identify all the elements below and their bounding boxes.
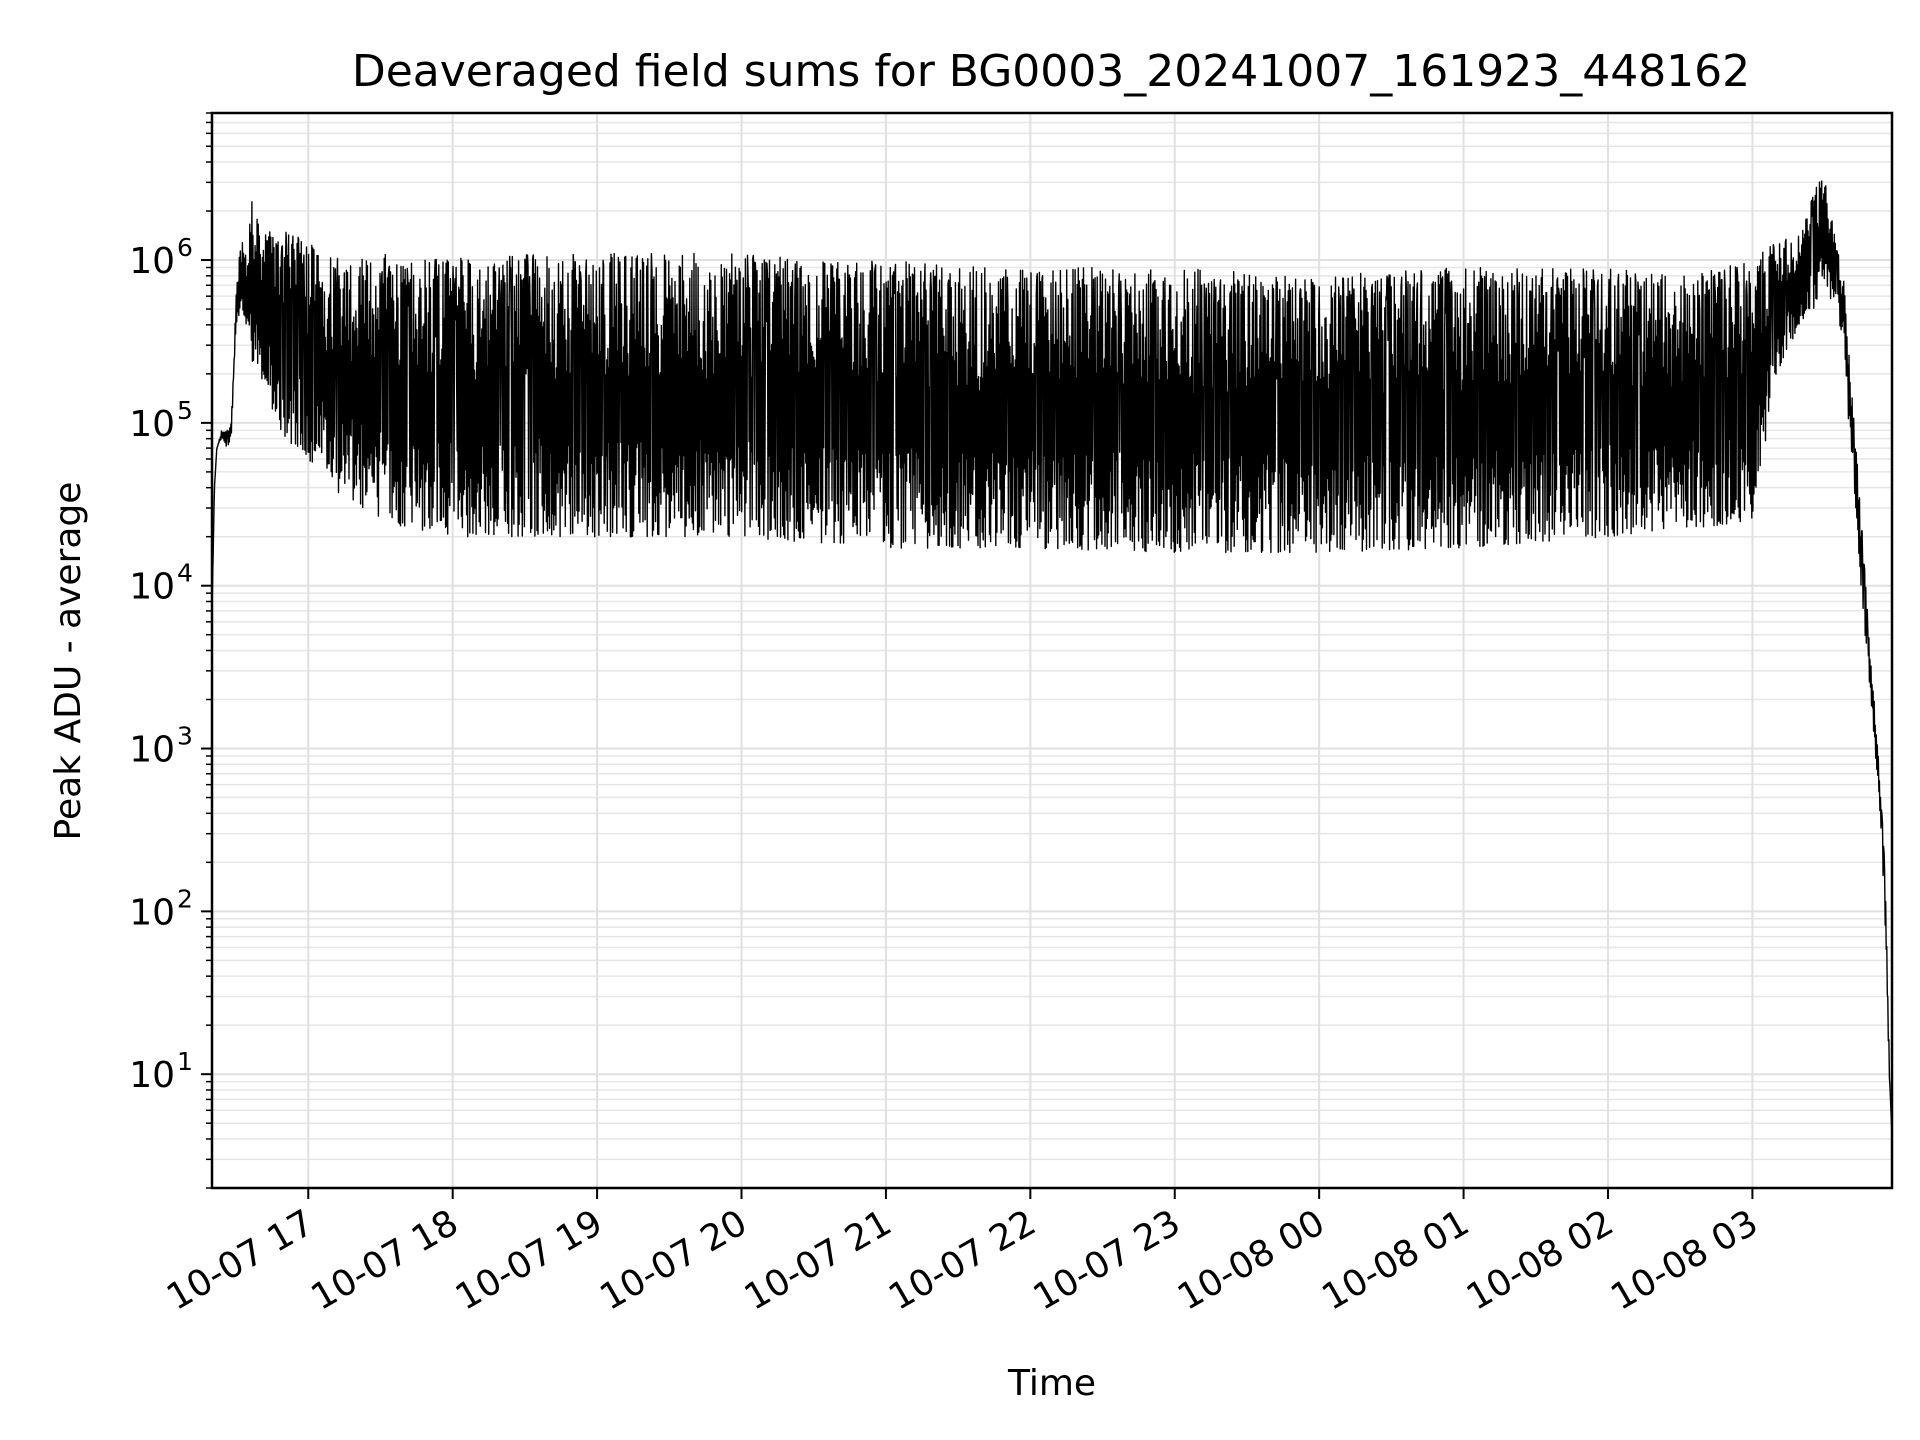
chart-title: Deaveraged field sums for BG0003_2024100… [352,46,1750,97]
series-plot [211,180,1893,1140]
y-tick-label-exponent: 1 [177,1047,193,1076]
y-tick-label-base: 10 [129,1055,175,1096]
x-tick-label: 10-07 17 [160,1202,321,1318]
y-tick-label-exponent: 2 [177,884,193,913]
x-tick-label: 10-07 22 [882,1202,1043,1318]
x-axis-label: Time [1007,1363,1096,1404]
x-tick-label: 10-07 23 [1027,1202,1188,1318]
x-tick-label: 10-08 01 [1315,1202,1476,1318]
y-tick-label: 10 [129,1055,175,1096]
x-tick-label: 10-08 03 [1604,1202,1765,1318]
y-tick-label-base: 10 [129,892,175,933]
y-tick-label-exponent: 5 [177,396,193,425]
y-tick-label: 10 [129,241,175,282]
x-tick-label: 10-07 18 [305,1202,466,1318]
x-tick-label: 10-07 21 [738,1202,899,1318]
y-tick-label: 10 [129,567,175,608]
y-tick-label-base: 10 [129,730,175,771]
y-tick-label: 10 [129,404,175,445]
y-tick-label-base: 10 [129,404,175,445]
x-tick-label: 10-07 19 [449,1202,610,1318]
y-tick-label-base: 10 [129,241,175,282]
x-tick-label: 10-08 00 [1171,1202,1332,1318]
y-axis-label: Peak ADU - average [48,482,89,841]
y-tick-label-exponent: 6 [177,233,193,262]
series-line [211,180,1893,1140]
x-tick-label: 10-08 02 [1460,1202,1621,1318]
y-tick-label-exponent: 3 [177,722,193,751]
grid [212,112,1892,1189]
y-tick-label-exponent: 4 [177,559,193,588]
y-tick-label: 10 [129,892,175,933]
y-tick-label: 10 [129,730,175,771]
x-tick-label: 10-07 20 [593,1202,754,1318]
y-tick-label-base: 10 [129,567,175,608]
